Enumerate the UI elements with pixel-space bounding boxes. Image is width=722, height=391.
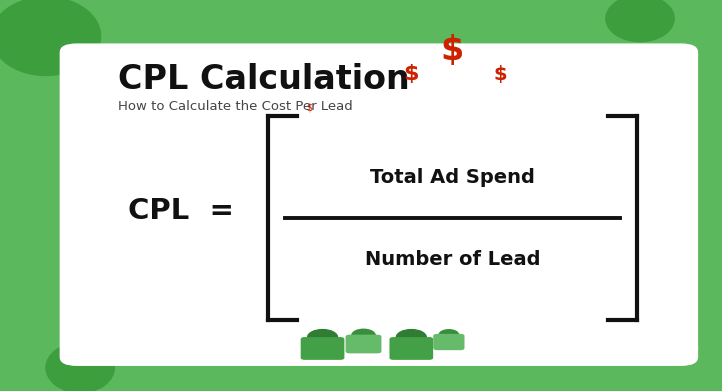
Text: How to Calculate the Cost Per Lead: How to Calculate the Cost Per Lead bbox=[118, 100, 352, 113]
Ellipse shape bbox=[606, 0, 674, 41]
Circle shape bbox=[396, 330, 426, 345]
Ellipse shape bbox=[0, 0, 100, 75]
Text: $: $ bbox=[404, 65, 419, 84]
Text: $: $ bbox=[440, 34, 464, 66]
Text: Total Ad Spend: Total Ad Spend bbox=[370, 168, 535, 187]
FancyBboxPatch shape bbox=[60, 43, 698, 366]
Text: enhencer: enhencer bbox=[626, 344, 698, 359]
FancyBboxPatch shape bbox=[433, 334, 464, 350]
Ellipse shape bbox=[46, 343, 114, 391]
FancyBboxPatch shape bbox=[346, 335, 381, 353]
FancyBboxPatch shape bbox=[389, 337, 433, 360]
Text: Number of Lead: Number of Lead bbox=[365, 249, 540, 269]
Text: CPL  =: CPL = bbox=[128, 197, 234, 225]
Text: CPL Calculation: CPL Calculation bbox=[118, 63, 409, 96]
Circle shape bbox=[439, 330, 458, 340]
Text: $: $ bbox=[306, 103, 312, 113]
Text: $: $ bbox=[493, 65, 507, 84]
Circle shape bbox=[308, 330, 338, 345]
Circle shape bbox=[352, 329, 375, 341]
FancyBboxPatch shape bbox=[300, 337, 344, 360]
